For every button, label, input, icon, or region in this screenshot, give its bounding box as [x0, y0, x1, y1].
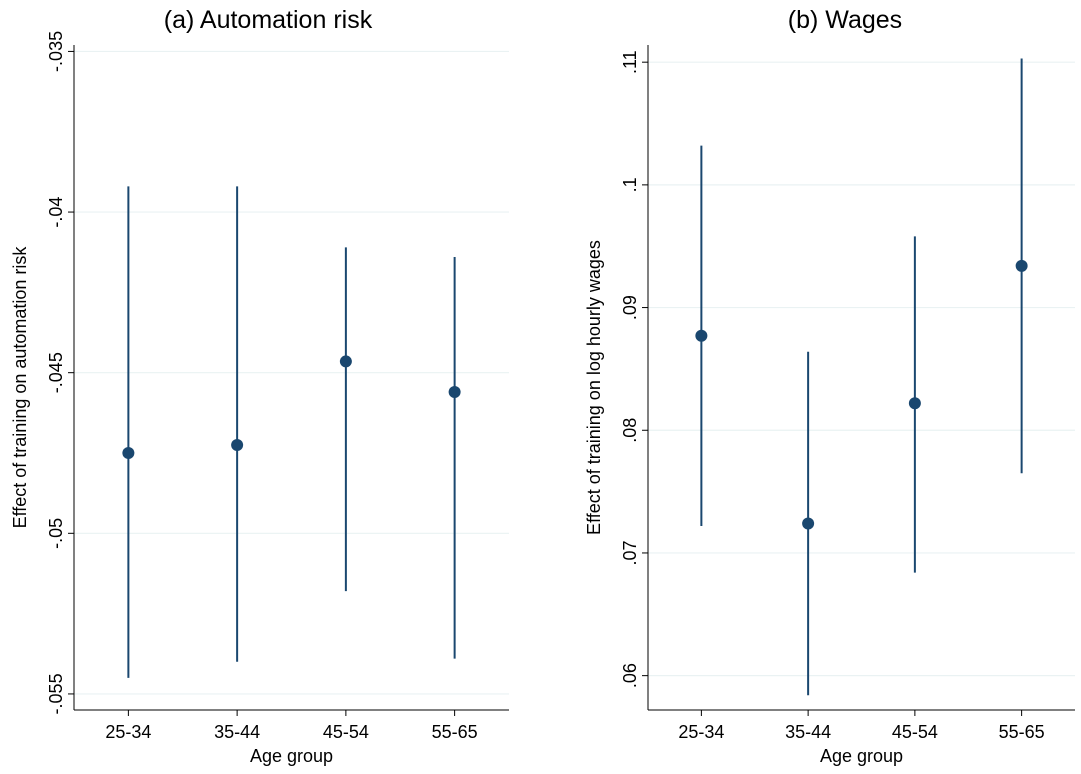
x-axis-title: Age group — [820, 746, 903, 766]
point-estimate — [231, 438, 244, 451]
y-tick-label: -.04 — [46, 197, 66, 228]
panel-wages: (b) Wages .06 .07 .08 .09 .1 .11 25-34 35-44 45-5… — [584, 6, 1075, 766]
x-tick-label: 45-54 — [323, 722, 369, 742]
y-tick-label: -.045 — [46, 352, 66, 393]
point-estimate — [908, 397, 921, 410]
x-tick-label: 35-44 — [214, 722, 260, 742]
x-tick-label: 25-34 — [678, 722, 724, 742]
y-tick-label: -.05 — [46, 518, 66, 549]
x-tick-label: 45-54 — [892, 722, 938, 742]
point-estimate — [122, 446, 135, 459]
x-tick-label: 35-44 — [785, 722, 831, 742]
x-tick-label: 55-65 — [432, 722, 478, 742]
y-axis-title: Effect of training on automation risk — [10, 246, 30, 529]
point-estimate — [1015, 259, 1028, 272]
y-tick-label: -.055 — [46, 673, 66, 714]
y-tick-label: .07 — [620, 540, 640, 565]
point-estimate — [448, 385, 461, 398]
y-axis-title: Effect of training on log hourly wages — [584, 240, 604, 535]
point-estimate — [695, 329, 708, 342]
chart-title: (a) Automation risk — [164, 6, 373, 34]
panel-automation-risk: (a) Automation risk -.055 -.05 -.045 -.04 -.0… — [10, 6, 509, 766]
y-tick-label: -.035 — [46, 31, 66, 72]
point-estimate — [802, 517, 815, 530]
x-tick-label: 25-34 — [105, 722, 151, 742]
y-tick-label: .11 — [620, 50, 640, 74]
y-tick-label: .09 — [620, 295, 640, 320]
x-axis-title: Age group — [250, 746, 333, 766]
y-tick-label: .08 — [620, 418, 640, 443]
chart-title: (b) Wages — [788, 6, 902, 34]
x-tick-label: 55-65 — [999, 722, 1045, 742]
y-tick-label: .06 — [620, 663, 640, 688]
y-tick-label: .1 — [620, 177, 640, 192]
point-estimate — [339, 355, 352, 368]
